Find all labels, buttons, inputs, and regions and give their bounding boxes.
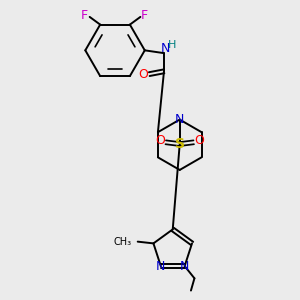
- Text: O: O: [195, 134, 205, 147]
- Text: N: N: [156, 260, 166, 273]
- Text: N: N: [161, 42, 170, 55]
- Text: CH₃: CH₃: [113, 237, 131, 247]
- Text: O: O: [138, 68, 148, 81]
- Text: O: O: [155, 134, 165, 147]
- Text: F: F: [141, 9, 148, 22]
- Text: S: S: [175, 137, 185, 151]
- Text: H: H: [167, 40, 176, 50]
- Text: N: N: [180, 260, 189, 273]
- Text: N: N: [175, 113, 184, 126]
- Text: F: F: [81, 9, 88, 22]
